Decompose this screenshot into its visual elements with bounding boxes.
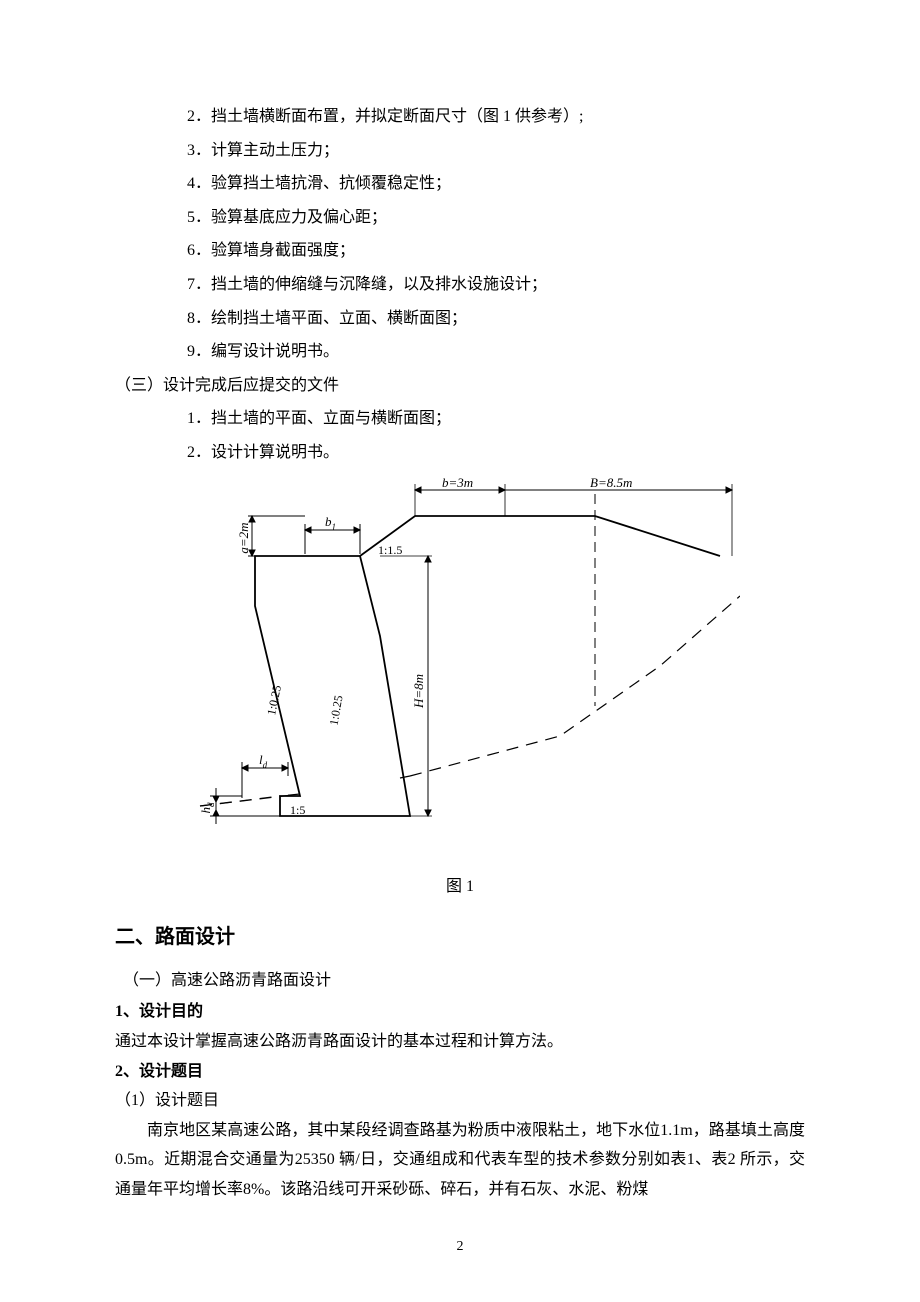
list-item: 4．验算挡土墙抗滑、抗倾覆稳定性；: [187, 167, 805, 201]
list-item: 6．验算墙身截面强度；: [187, 234, 805, 268]
document-page: 2．挡土墙横断面布置，并拟定断面尺寸（图 1 供参考）; 3．计算主动土压力； …: [0, 0, 920, 1302]
base-slope: 1:5: [290, 803, 305, 817]
dim-ld: ld: [259, 752, 268, 770]
list-item: 1．挡土墙的平面、立面与横断面图；: [187, 402, 805, 436]
dim-B: B=8.5m: [590, 476, 632, 490]
dim-b1: b1: [325, 514, 336, 532]
list-item: 5．验算基底应力及偏心距；: [187, 201, 805, 235]
figure-1: b=3m B=8.5m b1: [115, 476, 805, 904]
slope-1-1.5: 1:1.5: [378, 543, 402, 557]
list-item: 9．编写设计说明书。: [187, 335, 805, 369]
section-2-title: 二、路面设计: [115, 916, 805, 958]
design-purpose-body: 通过本设计掌握高速公路沥青路面设计的基本过程和计算方法。: [115, 1027, 805, 1057]
list-item: 7．挡土墙的伸缩缝与沉降缝，以及排水设施设计；: [187, 268, 805, 302]
design-topic-sub: （1）设计题目: [115, 1086, 805, 1116]
list-item: 2．设计计算说明书。: [187, 436, 805, 470]
dim-b: b=3m: [442, 476, 473, 490]
design-topic-body: 南京地区某高速公路，其中某段经调查路基为粉质中液限粘土，地下水位1.1m，路基填…: [115, 1116, 805, 1205]
subsection-header: （三）设计完成后应提交的文件: [115, 369, 805, 403]
list-item: 8．绘制挡土墙平面、立面、横断面图；: [187, 302, 805, 336]
figure-caption: 图 1: [115, 870, 805, 904]
slope-right: 1:0.25: [327, 694, 346, 726]
dim-H: H=8m: [411, 674, 426, 709]
list-item: 3．计算主动土压力；: [187, 134, 805, 168]
retaining-wall-diagram: b=3m B=8.5m b1: [180, 476, 740, 856]
dim-hd: hd: [198, 802, 216, 814]
design-topic-label: 2、设计题目: [115, 1057, 805, 1087]
subsection-2-1: （一）高速公路沥青路面设计: [123, 964, 805, 998]
dim-a: a=2m: [236, 522, 251, 553]
page-number: 2: [115, 1232, 805, 1261]
list-item: 2．挡土墙横断面布置，并拟定断面尺寸（图 1 供参考）;: [187, 100, 805, 134]
slope-left: 1:0.25: [264, 683, 284, 716]
design-purpose-label: 1、设计目的: [115, 997, 805, 1027]
